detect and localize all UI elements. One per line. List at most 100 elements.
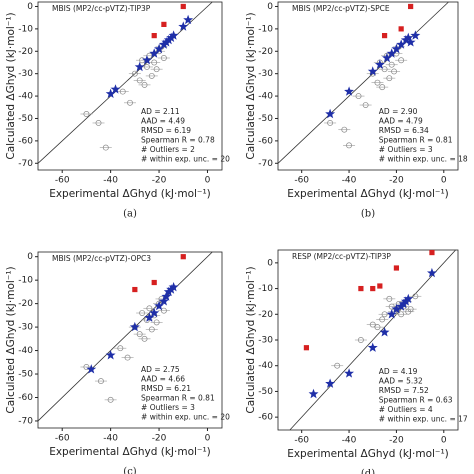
point (105, 350, 116, 360)
point (386, 75, 393, 82)
point (327, 120, 334, 126)
point (355, 93, 362, 100)
y-tick-label: -10 (18, 24, 33, 34)
point (325, 378, 336, 388)
identity-line (289, 249, 456, 431)
point (127, 99, 133, 106)
point (83, 111, 90, 117)
point (386, 309, 397, 319)
caption: (a) (123, 209, 137, 220)
stat-line: # Outliers = 2 (141, 145, 195, 154)
y-tick-label: -20 (258, 47, 273, 57)
stat-line: RMSD = 7.52 (379, 386, 429, 395)
point (158, 296, 169, 306)
point (161, 291, 172, 301)
point (393, 265, 400, 271)
caption: (d) (361, 469, 375, 474)
x-axis-label: Experimental ΔGhyd (kJ·mol⁻¹) (287, 188, 449, 200)
y-tick-label: -10 (258, 24, 273, 34)
point (379, 84, 386, 91)
y-axis-label: Calculated ΔGhyd (kJ·mol⁻¹) (245, 12, 257, 159)
x-axis-label: Experimental ΔGhyd (kJ·mol⁻¹) (49, 188, 211, 200)
x-axis-label: Experimental ΔGhyd (kJ·mol⁻¹) (49, 446, 211, 458)
point (146, 305, 153, 312)
point (427, 267, 437, 278)
point (410, 30, 421, 40)
x-tick-label: 0 (205, 434, 211, 444)
point (180, 254, 186, 260)
point (183, 14, 194, 25)
point (129, 321, 140, 332)
point (151, 279, 157, 286)
panel-title: MBIS (MP2/cc-pVTZ)-SPCE (292, 4, 390, 13)
identity-line (37, 251, 213, 422)
stat-line: Spearman R = 0.81 (379, 136, 453, 145)
x-tick-label: -40 (103, 176, 118, 186)
stat-line: # within exp. unc. = 17 (379, 415, 468, 424)
point (163, 34, 174, 45)
point (398, 26, 404, 32)
point (166, 284, 177, 294)
point (344, 368, 354, 378)
point (391, 68, 398, 75)
point (386, 48, 397, 58)
stat-line: Spearman R = 0.81 (141, 394, 215, 403)
y-tick-label: -70 (258, 159, 273, 169)
point (374, 324, 381, 331)
point (325, 108, 336, 119)
y-axis-label: Calculated ΔGhyd (kJ·mol⁻¹) (245, 266, 257, 413)
y-tick-label: -10 (258, 284, 273, 294)
point (97, 378, 104, 385)
point (391, 43, 402, 54)
point (148, 326, 155, 333)
stat-line: # within exp. unc. = 20 (141, 413, 230, 422)
point (396, 39, 407, 49)
x-tick-label: -20 (389, 436, 404, 446)
point (168, 30, 179, 40)
point (110, 84, 121, 94)
stat-line: # within exp. unc. = 20 (141, 155, 230, 164)
point (377, 283, 383, 289)
y-tick-label: -20 (18, 299, 33, 309)
point (308, 388, 319, 399)
point (141, 81, 148, 88)
point (374, 79, 381, 86)
identity-line (277, 1, 449, 164)
point (405, 37, 416, 47)
x-tick-label: -20 (152, 434, 167, 444)
stat-line: # Outliers = 3 (379, 145, 433, 154)
x-tick-label: -60 (294, 176, 309, 186)
point (381, 33, 388, 39)
x-tick-label: -40 (342, 436, 357, 446)
point (131, 70, 138, 77)
panel-title: RESP (MP2/cc-pVTZ)-TIP3P (292, 252, 391, 261)
x-tick-label: -60 (55, 176, 70, 186)
y-tick-label: -60 (258, 136, 273, 146)
y-tick-label: -30 (258, 69, 273, 79)
y-axis-label: Calculated ΔGhyd (kJ·mol⁻¹) (5, 12, 17, 159)
point (341, 126, 348, 133)
plot-frame (37, 251, 223, 429)
y-tick-label: -20 (18, 47, 33, 57)
point (154, 43, 164, 54)
x-tick-label: -20 (152, 176, 167, 186)
stat-line: RMSD = 6.21 (141, 384, 191, 393)
stat-line: RMSD = 6.19 (141, 126, 191, 135)
point (143, 64, 150, 70)
plot-frame (37, 1, 223, 171)
point (388, 61, 395, 68)
point (398, 57, 405, 64)
y-tick-label: -20 (258, 310, 273, 320)
point (391, 303, 402, 314)
point (86, 364, 97, 374)
x-tick-label: -40 (103, 434, 118, 444)
y-tick-label: -50 (258, 114, 273, 124)
stat-line: Spearman R = 0.63 (379, 396, 453, 405)
point (149, 48, 160, 58)
point (142, 55, 152, 65)
point (136, 331, 143, 338)
point (154, 300, 164, 311)
point (107, 396, 114, 403)
point (403, 32, 414, 42)
point (429, 249, 435, 256)
